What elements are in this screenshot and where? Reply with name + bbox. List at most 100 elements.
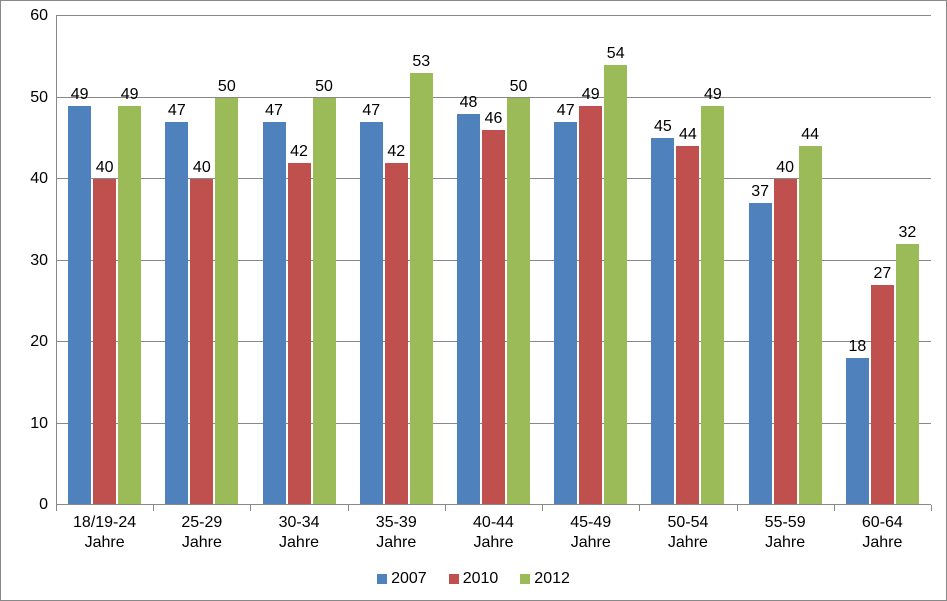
bar-value-label: 47 — [168, 102, 186, 120]
x-axis-line — [56, 504, 931, 505]
bar: 27 — [871, 285, 894, 505]
bar-value-label: 45 — [654, 118, 672, 136]
legend-swatch — [520, 574, 530, 584]
bar-value-label: 37 — [751, 183, 769, 201]
bar-value-label: 47 — [557, 102, 575, 120]
category-group: 47425335-39Jahre — [348, 16, 445, 505]
bar: 18 — [846, 358, 869, 505]
chart-container: 49404918/19-24Jahre47405025-29Jahre47425… — [0, 0, 947, 601]
bar: 42 — [288, 163, 311, 505]
x-tick-label: 45-49Jahre — [542, 513, 639, 553]
bar: 46 — [482, 130, 505, 505]
x-tick-label: 60-64Jahre — [834, 513, 931, 553]
bar: 44 — [676, 146, 699, 505]
y-tick-label: 10 — [30, 415, 48, 433]
x-tick — [56, 505, 57, 511]
bar-value-label: 42 — [290, 143, 308, 161]
bar-value-label: 48 — [460, 94, 478, 112]
x-tick — [542, 505, 543, 511]
x-tick — [348, 505, 349, 511]
category-group: 47425030-34Jahre — [250, 16, 347, 505]
bar: 47 — [165, 122, 188, 505]
category-group: 18273260-64Jahre — [834, 16, 931, 505]
bar-value-label: 49 — [704, 86, 722, 104]
y-tick-label: 50 — [30, 89, 48, 107]
x-tick-label: 30-34Jahre — [250, 513, 347, 553]
bar: 42 — [385, 163, 408, 505]
category-group: 47405025-29Jahre — [153, 16, 250, 505]
x-tick-label: 25-29Jahre — [153, 513, 250, 553]
bar-value-label: 46 — [485, 110, 503, 128]
y-tick-label: 40 — [30, 170, 48, 188]
y-tick-label: 60 — [30, 7, 48, 25]
x-tick — [639, 505, 640, 511]
bar-value-label: 32 — [898, 224, 916, 242]
x-tick-label: 40-44Jahre — [445, 513, 542, 553]
bar-value-label: 54 — [607, 45, 625, 63]
bar-value-label: 40 — [96, 159, 114, 177]
bar: 40 — [774, 179, 797, 505]
bar: 53 — [410, 73, 433, 505]
x-tick — [153, 505, 154, 511]
y-tick-label: 0 — [39, 496, 48, 514]
x-tick-label: 55-59Jahre — [737, 513, 834, 553]
legend-label: 2007 — [391, 570, 427, 588]
bar-value-label: 49 — [582, 86, 600, 104]
category-group: 49404918/19-24Jahre — [56, 16, 153, 505]
bar: 45 — [651, 138, 674, 505]
legend-item: 2007 — [377, 570, 427, 588]
x-tick-label: 50-54Jahre — [639, 513, 736, 553]
legend-swatch — [377, 574, 387, 584]
bar: 47 — [360, 122, 383, 505]
legend: 2007 2010 2012 — [1, 570, 946, 588]
legend-item: 2012 — [520, 570, 570, 588]
bar-value-label: 18 — [848, 338, 866, 356]
bar-value-label: 47 — [362, 102, 380, 120]
x-tick — [445, 505, 446, 511]
legend-swatch — [449, 574, 459, 584]
category-group: 37404455-59Jahre — [737, 16, 834, 505]
category-group: 45444950-54Jahre — [639, 16, 736, 505]
legend-label: 2012 — [534, 570, 570, 588]
bar: 40 — [93, 179, 116, 505]
bar: 49 — [579, 106, 602, 505]
bars-region: 49404918/19-24Jahre47405025-29Jahre47425… — [56, 16, 931, 505]
bar-value-label: 50 — [315, 78, 333, 96]
bar: 44 — [799, 146, 822, 505]
bar-value-label: 53 — [412, 53, 430, 71]
x-tick — [834, 505, 835, 511]
bar: 50 — [215, 98, 238, 506]
bar: 50 — [313, 98, 336, 506]
bar: 47 — [554, 122, 577, 505]
bar-value-label: 49 — [121, 86, 139, 104]
x-tick — [931, 505, 932, 511]
category-group: 47495445-49Jahre — [542, 16, 639, 505]
x-tick-label: 18/19-24Jahre — [56, 513, 153, 553]
y-tick-label: 20 — [30, 333, 48, 351]
x-tick — [250, 505, 251, 511]
bar: 50 — [507, 98, 530, 506]
bar-value-label: 49 — [71, 86, 89, 104]
legend-item: 2010 — [449, 570, 499, 588]
plot-area: 49404918/19-24Jahre47405025-29Jahre47425… — [56, 16, 931, 505]
bar-value-label: 47 — [265, 102, 283, 120]
bar: 40 — [190, 179, 213, 505]
legend-label: 2010 — [463, 570, 499, 588]
bar-value-label: 27 — [873, 265, 891, 283]
bar-value-label: 40 — [776, 159, 794, 177]
category-group: 48465040-44Jahre — [445, 16, 542, 505]
bar: 54 — [604, 65, 627, 505]
bar: 49 — [118, 106, 141, 505]
bar: 37 — [749, 203, 772, 505]
bar: 49 — [68, 106, 91, 505]
y-tick-label: 30 — [30, 252, 48, 270]
bar-value-label: 44 — [679, 126, 697, 144]
bar-value-label: 44 — [801, 126, 819, 144]
x-tick — [737, 505, 738, 511]
bar: 48 — [457, 114, 480, 505]
bar-value-label: 40 — [193, 159, 211, 177]
bar: 49 — [701, 106, 724, 505]
bar: 47 — [263, 122, 286, 505]
bar-value-label: 42 — [387, 143, 405, 161]
bar-value-label: 50 — [510, 78, 528, 96]
